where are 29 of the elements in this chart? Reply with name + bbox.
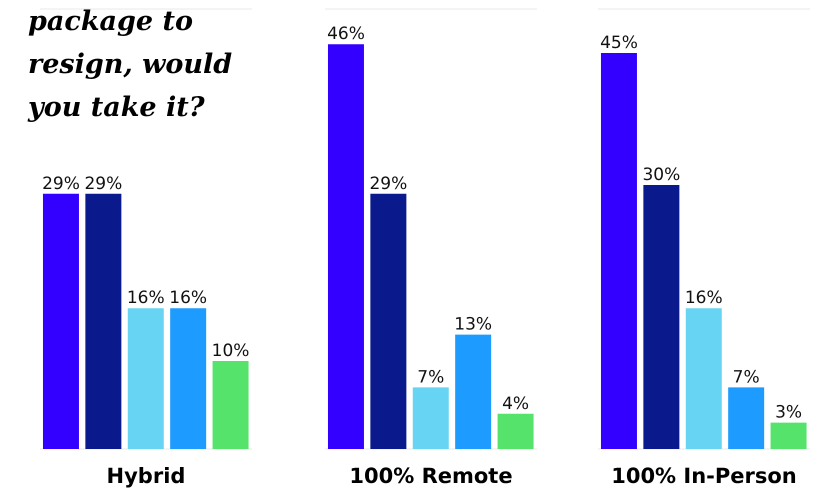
bar	[328, 44, 364, 449]
bar	[686, 308, 722, 449]
bar	[455, 334, 492, 449]
bar	[600, 53, 637, 449]
data-label: 7%	[732, 367, 760, 388]
bar	[412, 387, 449, 449]
bar	[770, 422, 807, 449]
data-label: 4%	[502, 394, 530, 414]
bar	[643, 185, 680, 449]
x-axis-title: 100% In-Person	[611, 464, 797, 488]
data-label: 45%	[600, 33, 638, 53]
data-label: 29%	[369, 174, 408, 194]
x-axis-title: Hybrid	[106, 464, 186, 488]
x-axis-title: 100% Remote	[349, 464, 513, 488]
data-label: 46%	[327, 24, 365, 44]
bar	[370, 194, 406, 449]
data-label: 29%	[42, 174, 80, 194]
text: package to resign, would you take it?	[28, 5, 234, 125]
data-label: 10%	[212, 341, 250, 361]
bar	[498, 414, 534, 449]
data-label: 7%	[417, 367, 444, 388]
data-label: 3%	[775, 402, 802, 423]
bar	[728, 387, 764, 449]
data-label: 13%	[454, 314, 492, 335]
data-label: 16%	[684, 288, 723, 308]
data-label: 16%	[169, 288, 208, 308]
data-label: 16%	[126, 288, 165, 308]
data-label: 30%	[642, 165, 680, 185]
data-label: 29%	[84, 174, 122, 194]
